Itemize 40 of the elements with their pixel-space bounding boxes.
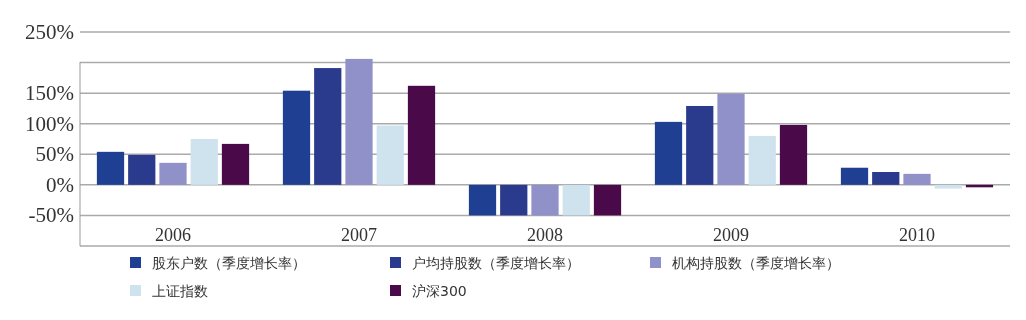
legend-label: 上证指数	[152, 283, 208, 299]
y-tick-label: 50%	[35, 142, 74, 167]
bar	[345, 58, 373, 185]
x-tick-label: 2006	[155, 225, 191, 246]
bar	[531, 184, 559, 216]
bar	[872, 172, 900, 185]
bar	[468, 184, 497, 216]
bar	[903, 173, 931, 185]
bar	[717, 93, 745, 185]
bar	[593, 184, 622, 216]
x-tick-label: 2007	[341, 225, 377, 246]
bar	[376, 125, 404, 185]
legend-label: 机构持股数（季度增长率）	[672, 255, 840, 271]
bar	[407, 85, 436, 185]
y-tick-label: 100%	[25, 111, 74, 136]
bar	[221, 143, 250, 185]
y-tick-label: 250%	[25, 20, 74, 44]
bar	[934, 184, 962, 189]
bar	[840, 167, 869, 185]
x-tick-label: 2010	[899, 225, 935, 246]
y-tick-label: -50%	[28, 203, 74, 228]
bar	[562, 184, 590, 216]
y-tick-label: 150%	[25, 81, 74, 106]
bar	[314, 68, 342, 185]
legend-label: 股东户数（季度增长率）	[152, 255, 306, 271]
bar	[190, 139, 218, 185]
bar	[159, 162, 187, 185]
bar	[128, 154, 156, 185]
y-tick-label: 0%	[46, 172, 74, 197]
bar	[96, 151, 125, 185]
x-tick-label: 2009	[713, 225, 749, 246]
bar	[500, 184, 528, 216]
bar	[748, 135, 776, 185]
bar	[654, 121, 683, 185]
x-tick-label: 2008	[527, 225, 563, 246]
bar	[779, 124, 808, 185]
bar	[282, 90, 311, 185]
bar	[686, 105, 714, 185]
legend-label: 沪深300	[412, 283, 467, 299]
legend-label: 户均持股数（季度增长率）	[412, 255, 580, 271]
